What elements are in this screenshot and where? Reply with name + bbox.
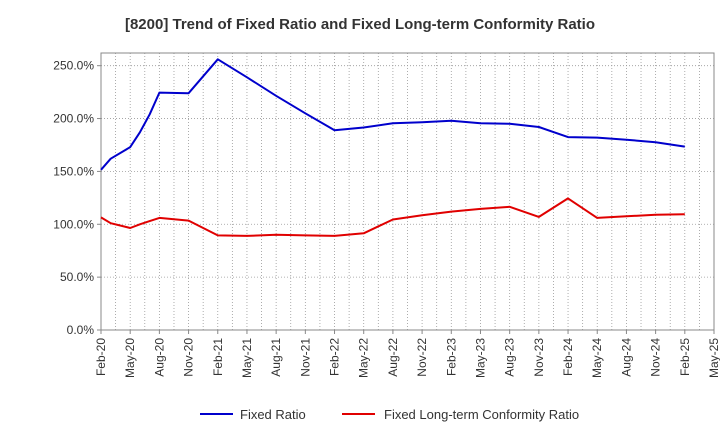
x-tick-label: Aug-24 (619, 338, 633, 377)
series-line-fixed-long-term-conformity-ratio (100, 197, 685, 237)
legend-label: Fixed Ratio (240, 407, 306, 422)
x-tick-label: Feb-21 (211, 338, 225, 376)
x-tick-label: Feb-22 (328, 338, 342, 376)
x-tick-label: Nov-24 (649, 338, 663, 377)
y-tick-label: 150.0% (53, 164, 94, 178)
x-tick-label: Nov-21 (298, 338, 312, 377)
y-axis-ticks: 0.0% 50.0% 100.0% 150.0% 200.0% 250.0% (53, 59, 101, 337)
chart-title: [8200] Trend of Fixed Ratio and Fixed Lo… (125, 16, 595, 33)
x-tick-label: Aug-22 (386, 338, 400, 377)
legend-label: Fixed Long-term Conformity Ratio (384, 407, 579, 422)
x-axis-ticks: Feb-20 May-20 Aug-20 Nov-20 Feb-21 May-21 Aug-… (94, 330, 720, 378)
series-lines (100, 58, 685, 237)
x-tick-label: Nov-23 (532, 338, 546, 377)
series-line-fixed-ratio (100, 58, 685, 171)
y-tick-label: 100.0% (53, 217, 94, 231)
x-tick-label: Feb-24 (561, 338, 575, 376)
x-tick-label: Aug-23 (503, 338, 517, 377)
x-tick-label: May-22 (357, 338, 371, 378)
x-tick-label: Feb-23 (444, 338, 458, 376)
x-tick-label: Nov-20 (182, 338, 196, 377)
x-tick-label: May-20 (123, 338, 137, 378)
y-tick-label: 250.0% (53, 59, 94, 73)
x-tick-label: Aug-21 (269, 338, 283, 377)
x-tick-label: Aug-20 (152, 338, 166, 377)
y-tick-label: 200.0% (53, 112, 94, 126)
x-tick-label: May-24 (590, 338, 604, 378)
legend: Fixed Ratio Fixed Long-term Conformity Ra… (200, 407, 579, 422)
x-tick-label: Feb-20 (94, 338, 108, 376)
x-tick-label: May-25 (707, 338, 720, 378)
x-tick-label: May-21 (240, 338, 254, 378)
y-tick-label: 0.0% (67, 323, 95, 337)
grid (100, 53, 715, 331)
x-tick-label: May-23 (473, 338, 487, 378)
x-tick-label: Nov-22 (415, 338, 429, 377)
y-tick-label: 50.0% (60, 270, 94, 284)
plot-area (100, 52, 715, 331)
x-tick-label: Feb-25 (678, 338, 692, 376)
